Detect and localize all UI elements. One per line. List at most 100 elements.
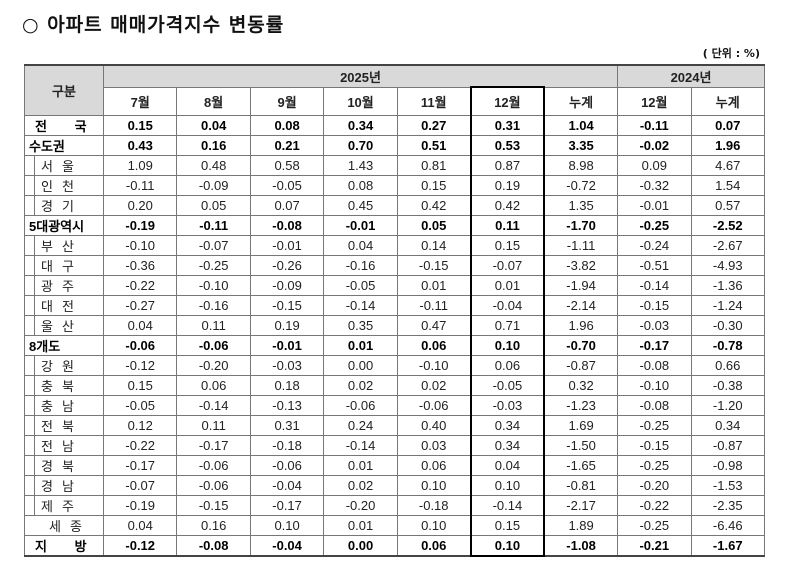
- table-row: 광주 -0.22 -0.10 -0.09 -0.05 0.01 0.01 -1.94 -0.14…: [24, 275, 765, 297]
- value-cell: 0.06: [176, 375, 251, 396]
- value-cell: -0.14: [323, 435, 398, 456]
- value-cell: -0.16: [323, 255, 398, 276]
- value-cell: 0.31: [469, 115, 546, 136]
- value-cell: 0.01: [323, 455, 398, 476]
- value-cell: -0.32: [617, 175, 692, 196]
- value-cell: 0.31: [249, 415, 325, 436]
- value-cell: 0.03: [396, 435, 472, 456]
- value-cell: 0.15: [102, 375, 178, 396]
- row-label: 강원: [24, 355, 104, 377]
- value-cell: -0.26: [249, 255, 325, 276]
- value-cell: 0.06: [396, 535, 472, 557]
- row-label: 충북: [24, 375, 104, 397]
- value-cell: -1.53: [690, 475, 765, 496]
- value-cell: -0.15: [617, 295, 692, 316]
- month-header-row: 7월 8월 9월 10월 11월 12월 누계 12월 누계: [25, 86, 765, 116]
- row-label: 5대광역시: [24, 215, 104, 236]
- row-label: 대구: [24, 255, 104, 277]
- table-row: 인천 -0.11 -0.09 -0.05 0.08 0.15 0.19 -0.72 -0.32 1…: [24, 175, 765, 197]
- value-cell: 4.67: [690, 155, 765, 176]
- value-cell: -0.06: [176, 455, 251, 476]
- row-label: 전남: [24, 435, 104, 457]
- row-label: 제주: [24, 495, 104, 517]
- value-cell: 0.35: [323, 315, 398, 336]
- value-cell: -1.65: [543, 455, 619, 476]
- value-cell: 0.04: [176, 115, 251, 136]
- value-cell: 0.01: [396, 275, 472, 296]
- value-cell: -0.15: [249, 295, 325, 316]
- value-cell: -0.98: [690, 455, 765, 476]
- value-cell: 0.19: [469, 175, 546, 196]
- row-label: 부산: [24, 235, 104, 257]
- value-cell: 1.96: [690, 135, 765, 156]
- value-cell: 0.71: [469, 315, 546, 336]
- table-row: 울산 0.04 0.11 0.19 0.35 0.47 0.71 1.96 -0.03 -0.30: [24, 315, 765, 337]
- value-cell: 0.34: [469, 435, 546, 456]
- value-cell: 0.40: [396, 415, 472, 436]
- header-year-2024: 2024년: [617, 64, 765, 88]
- value-cell: -0.70: [543, 335, 619, 356]
- value-cell: -1.67: [690, 535, 765, 557]
- column-header: 누계: [543, 86, 619, 116]
- header-year-2025: 2025년: [102, 64, 619, 88]
- table-row: 충북 0.15 0.06 0.18 0.02 0.02 -0.05 0.32 -0.10 -0.3…: [24, 375, 765, 397]
- value-cell: -0.87: [690, 435, 765, 456]
- value-cell: 1.89: [543, 515, 619, 536]
- value-cell: 0.45: [323, 195, 398, 216]
- value-cell: -0.10: [396, 355, 472, 376]
- table-row: 8개도 -0.06 -0.06 -0.01 0.01 0.06 0.10 -0.70 -0.17…: [24, 335, 765, 356]
- value-cell: -0.01: [249, 235, 325, 256]
- value-cell: -0.25: [617, 455, 692, 476]
- value-cell: -3.82: [543, 255, 619, 276]
- value-cell: -0.78: [690, 335, 765, 356]
- value-cell: 0.32: [543, 375, 619, 396]
- column-header: 10월: [323, 86, 398, 116]
- table-row: 강원 -0.12 -0.20 -0.03 0.00 -0.10 0.06 -0.87 -0.08…: [24, 355, 765, 377]
- value-cell: -0.81: [543, 475, 619, 496]
- row-label: 전북: [24, 415, 104, 437]
- value-cell: -0.17: [249, 495, 325, 516]
- value-cell: -0.22: [102, 275, 178, 296]
- value-cell: 0.57: [690, 195, 765, 216]
- value-cell: -0.19: [102, 215, 178, 236]
- value-cell: -0.15: [176, 495, 251, 516]
- value-cell: -4.93: [690, 255, 765, 276]
- row-label: 울산: [24, 315, 104, 337]
- value-cell: -0.17: [617, 335, 692, 356]
- column-header: 12월: [617, 86, 692, 116]
- value-cell: 0.15: [469, 235, 546, 256]
- value-cell: 0.34: [469, 415, 546, 436]
- value-cell: 0.34: [323, 115, 398, 136]
- value-cell: -0.07: [469, 255, 546, 276]
- value-cell: 0.08: [249, 115, 325, 136]
- table-row: 부산 -0.10 -0.07 -0.01 0.04 0.14 0.15 -1.11 -0.24-…: [24, 235, 765, 257]
- row-label: 전 국: [24, 115, 104, 136]
- value-cell: -0.25: [617, 415, 692, 436]
- value-cell: -2.35: [690, 495, 765, 516]
- value-cell: -0.05: [469, 375, 546, 396]
- value-cell: 0.07: [690, 115, 765, 136]
- value-cell: -0.38: [690, 375, 765, 396]
- value-cell: 0.02: [323, 475, 398, 496]
- value-cell: -0.07: [176, 235, 251, 256]
- value-cell: -0.13: [249, 395, 325, 416]
- row-label: 인천: [24, 175, 104, 197]
- value-cell: 0.20: [102, 195, 178, 216]
- value-cell: 0.58: [249, 155, 325, 176]
- value-cell: -1.20: [690, 395, 765, 416]
- table-row: 수도권 0.43 0.16 0.21 0.70 0.51 0.53 3.35 -0.02 1.96: [24, 135, 765, 156]
- value-cell: 3.35: [543, 135, 619, 156]
- value-cell: 0.11: [469, 215, 546, 236]
- value-cell: 0.02: [323, 375, 398, 396]
- value-cell: 0.06: [469, 355, 546, 376]
- value-cell: -0.20: [323, 495, 398, 516]
- value-cell: 1.04: [543, 115, 619, 136]
- value-cell: 0.00: [323, 355, 398, 376]
- value-cell: -0.12: [102, 535, 178, 557]
- value-cell: 0.42: [469, 195, 546, 216]
- value-cell: -1.94: [543, 275, 619, 296]
- table-body: 전 국 0.15 0.04 0.08 0.34 0.27 0.31 1.04 -0.11 0.07…: [24, 115, 765, 557]
- value-cell: 0.42: [396, 195, 472, 216]
- value-cell: -0.03: [469, 395, 546, 416]
- value-cell: -0.10: [102, 235, 178, 256]
